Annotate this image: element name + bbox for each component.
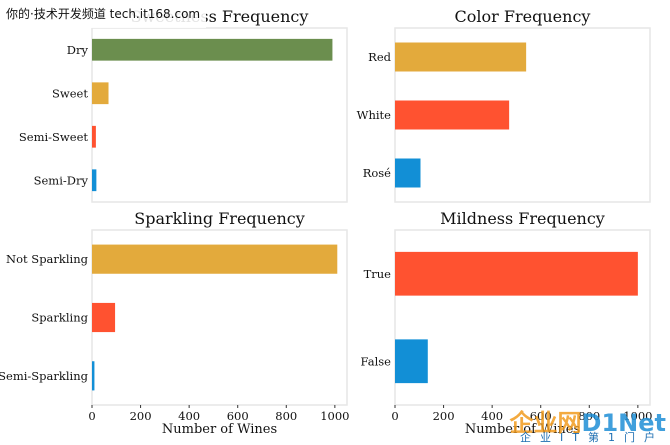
watermark-logo-cn: 企业网 (509, 409, 582, 437)
category-label-red: Red (368, 50, 391, 64)
bar-semi-dry (92, 169, 97, 192)
panel-frame-4 (394, 229, 651, 406)
panel-title-3: Sparkling Frequency (134, 209, 305, 228)
category-label-sweet: Sweet (52, 86, 88, 100)
watermark-top: 你的·技术开发频道 tech.it168.com (0, 0, 207, 28)
category-label-semi-dry: Semi-Dry (34, 173, 89, 187)
x-tick-label-200: 200 (433, 409, 455, 423)
bar-red (395, 42, 527, 72)
category-label-not-sparkling: Not Sparkling (6, 252, 89, 266)
bar-sweet (92, 82, 109, 105)
bar-dry (92, 38, 333, 61)
bar-semi-sweet (92, 125, 96, 148)
category-label-sparkling: Sparkling (31, 311, 88, 325)
x-tick-label-400: 400 (481, 409, 503, 423)
category-label-dry: Dry (67, 43, 89, 57)
x-tick-label-1000: 1000 (623, 409, 652, 423)
x-tick-label-200: 200 (130, 409, 152, 423)
bar-not-sparkling (92, 244, 338, 274)
bar-white (395, 100, 510, 130)
watermark-tagline: 企业IT第1门户 (520, 431, 664, 444)
x-tick-label-400: 400 (178, 409, 200, 423)
bar-semi-sparkling (92, 361, 95, 391)
category-label-true: True (364, 267, 392, 281)
x-tick-label-1000: 1000 (320, 409, 349, 423)
watermark-logo: 企业网D1Net (510, 403, 666, 438)
x-tick-label-800: 800 (275, 409, 297, 423)
x-axis-label-3: Number of Wines (162, 422, 277, 437)
bar-true (395, 251, 638, 296)
category-label-ros: Rosé (363, 166, 391, 180)
x-tick-label-0: 0 (88, 409, 95, 423)
category-label-white: White (357, 108, 392, 122)
x-tick-label-600: 600 (227, 409, 249, 423)
panel-title-2: Color Frequency (455, 7, 591, 26)
bar-sparkling (92, 302, 116, 333)
category-label-semi-sparkling: Semi-Sparkling (0, 369, 89, 383)
category-label-false: False (361, 354, 392, 368)
bar-ros (395, 158, 421, 188)
x-axis-label-4: Number of Wines (465, 422, 580, 437)
x-tick-label-0: 0 (391, 409, 398, 423)
panel-title-4: Mildness Frequency (440, 209, 605, 228)
panel-frame-1 (91, 27, 348, 203)
x-tick-label-600: 600 (530, 409, 552, 423)
x-tick-label-800: 800 (578, 409, 600, 423)
watermark-logo-en: D1Net (581, 409, 666, 437)
bar-false (395, 339, 428, 384)
category-label-semi-sweet: Semi-Sweet (19, 130, 88, 144)
watermark-logo-block: 企业网D1Net 企业IT第1门户 (506, 403, 666, 445)
